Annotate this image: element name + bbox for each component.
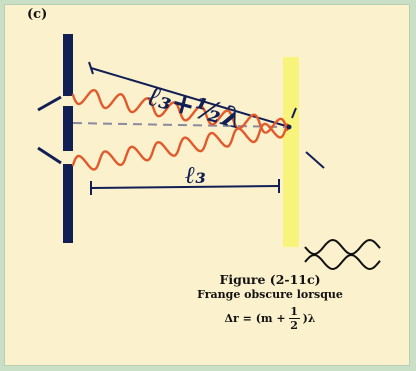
upper-wave (71, 88, 289, 134)
slit-edge-mark (37, 146, 62, 165)
slit-barrier-top (63, 34, 73, 96)
caption-subtitle: Frange obscure lorsque (197, 288, 343, 301)
slit-barrier-bottom (63, 164, 73, 243)
central-axis (72, 122, 287, 128)
caption-equation: Δr = (m + 1 2 )λ (170, 305, 370, 332)
equation-lhs: Δr = (m + (224, 312, 286, 326)
slit-barrier-middle (63, 106, 73, 151)
slit-edge-mark (37, 95, 62, 112)
equation-fraction: 1 2 (288, 305, 300, 333)
upper-path-label: ℓ₃+½λ (143, 79, 246, 136)
fraction-numerator: 1 (290, 305, 298, 318)
screen-mark (291, 107, 297, 119)
screen-mark (305, 151, 325, 169)
upper-path-dimension (88, 61, 287, 127)
screen-point (286, 124, 292, 130)
caption-title: Figure (2-11c) (219, 272, 321, 287)
lower-path-label: ℓ₃ (185, 160, 206, 189)
cancel-wave-top (304, 238, 381, 256)
cancel-wave-bottom (304, 253, 381, 271)
lower-wave (71, 122, 289, 171)
fraction-denominator: 2 (290, 319, 298, 333)
equation-rhs: )λ (302, 312, 316, 326)
panel-label: (c) (27, 7, 48, 22)
figure-caption: Figure (2-11c) Frange obscure lorsque Δr… (170, 272, 370, 332)
observation-screen (283, 57, 299, 247)
lower-path-dimension (90, 179, 280, 195)
